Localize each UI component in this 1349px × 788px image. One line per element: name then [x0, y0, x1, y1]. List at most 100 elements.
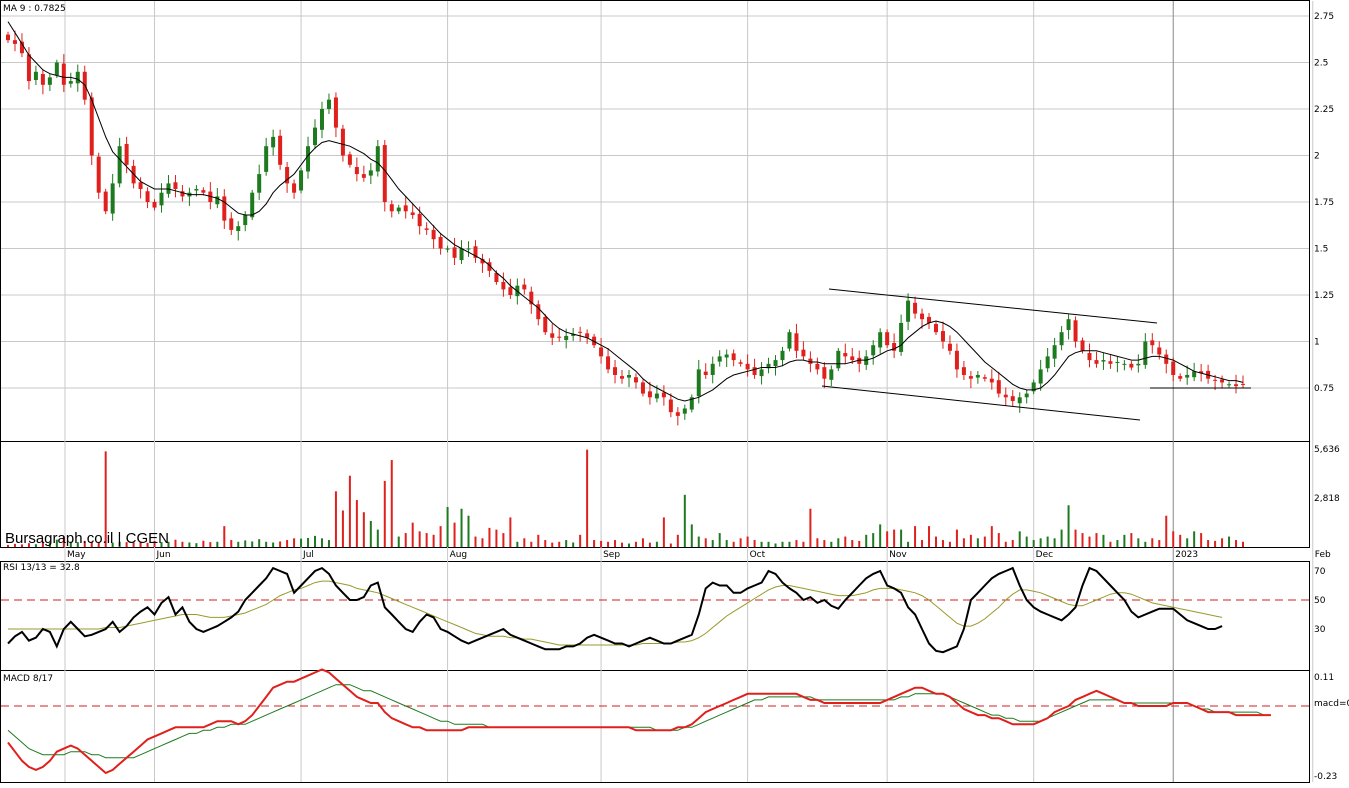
price-tick-label: 1.25	[1314, 291, 1334, 301]
candle-body	[452, 247, 457, 258]
volume-bar	[1214, 540, 1217, 547]
volume-bar	[795, 540, 798, 547]
volume-bar	[586, 449, 589, 547]
volume-bar	[983, 536, 986, 547]
macd-signal-line	[7, 684, 1271, 759]
candle-body	[1234, 384, 1239, 387]
volume-bar	[307, 537, 310, 547]
volume-bar	[1102, 534, 1105, 547]
candle-body	[689, 397, 694, 410]
candle-body	[473, 246, 478, 258]
candle-body	[613, 367, 618, 375]
volume-bar	[809, 508, 812, 547]
volume-panel	[0, 441, 1310, 548]
volume-bar	[1095, 533, 1098, 547]
volume-bar	[244, 540, 247, 547]
volume-bar	[900, 529, 903, 547]
volume-bar	[139, 541, 142, 547]
volume-bar	[990, 526, 993, 547]
volume-bar	[948, 541, 951, 547]
volume-bar	[118, 541, 121, 547]
rsi-tick-label: 70	[1314, 567, 1326, 577]
volume-bar	[886, 531, 889, 547]
candle-body	[578, 331, 583, 333]
candle-body	[1066, 319, 1071, 330]
macd-tick-label: macd=0	[1314, 699, 1349, 709]
volume-bar	[41, 541, 44, 547]
ma-label: MA 9 : 0.7825	[3, 4, 66, 14]
candle-body	[766, 363, 771, 369]
volume-bar	[1067, 505, 1070, 547]
candle-body	[396, 207, 401, 212]
volume-bar	[1228, 536, 1231, 547]
macd-line	[7, 668, 1271, 775]
candle-body	[12, 40, 17, 44]
volume-bar	[1074, 529, 1077, 547]
candle-body	[892, 342, 897, 351]
candle-body	[1122, 363, 1127, 365]
candle-body	[599, 347, 604, 357]
volume-bar	[1172, 531, 1175, 547]
candle-body	[1052, 345, 1057, 359]
candle-body	[899, 322, 904, 352]
volume-bar	[1053, 538, 1056, 547]
candle-body	[361, 174, 366, 178]
candle-body	[494, 273, 499, 282]
candle-body	[885, 332, 890, 346]
volume-bar	[376, 529, 379, 547]
volume-bar	[802, 541, 805, 547]
candle-body	[347, 154, 352, 165]
volume-bar	[976, 538, 979, 547]
volume-bar	[634, 541, 637, 547]
price-tick-label: 1	[1314, 338, 1320, 348]
candle-body	[752, 367, 757, 375]
volume-bar	[823, 540, 826, 547]
candle-body	[550, 333, 555, 338]
candle-body	[1115, 361, 1120, 363]
candle-body	[159, 192, 164, 206]
candle-body	[152, 202, 157, 208]
volume-bar	[55, 539, 58, 547]
volume-bar	[941, 540, 944, 547]
volume-bar	[293, 538, 296, 547]
candle-body	[1199, 371, 1204, 374]
candle-body	[1045, 356, 1050, 369]
candle-body	[480, 258, 485, 264]
volume-bar	[1242, 541, 1244, 547]
candle-body	[996, 380, 1001, 394]
candle-body	[668, 399, 673, 413]
volume-bar	[251, 541, 254, 547]
macd-tick-label: -0.23	[1314, 772, 1337, 782]
volume-bar	[174, 539, 177, 547]
candle-body	[313, 127, 318, 146]
volume-bar	[844, 536, 847, 547]
macd-tick-label: 0.11	[1314, 673, 1334, 683]
candle-body	[61, 63, 66, 85]
candle-body	[236, 226, 241, 232]
volume-bar	[621, 542, 624, 547]
candle-body	[264, 146, 269, 172]
volume-bar	[662, 517, 665, 547]
candle-body	[1038, 369, 1043, 384]
volume-bar	[872, 533, 875, 547]
volume-bar	[1186, 538, 1189, 547]
volume-bar	[879, 524, 882, 547]
volume-bar	[111, 542, 114, 547]
candle-body	[982, 377, 987, 379]
candle-body	[954, 350, 959, 370]
candle-body	[773, 360, 778, 367]
volume-bar	[1158, 540, 1161, 547]
volume-bar	[648, 542, 651, 547]
volume-bar	[1221, 538, 1224, 547]
rsi-panel	[0, 561, 1310, 671]
candle-body	[382, 145, 387, 202]
candle-body	[424, 228, 429, 230]
candle-body	[961, 367, 966, 375]
volume-bar	[600, 540, 603, 547]
volume-tick-label: 5,636	[1314, 445, 1340, 455]
volume-bar	[167, 541, 170, 547]
candle-body	[675, 412, 680, 416]
volume-bar	[369, 520, 372, 547]
volume-bar	[1109, 541, 1112, 547]
volume-bar	[265, 541, 268, 547]
